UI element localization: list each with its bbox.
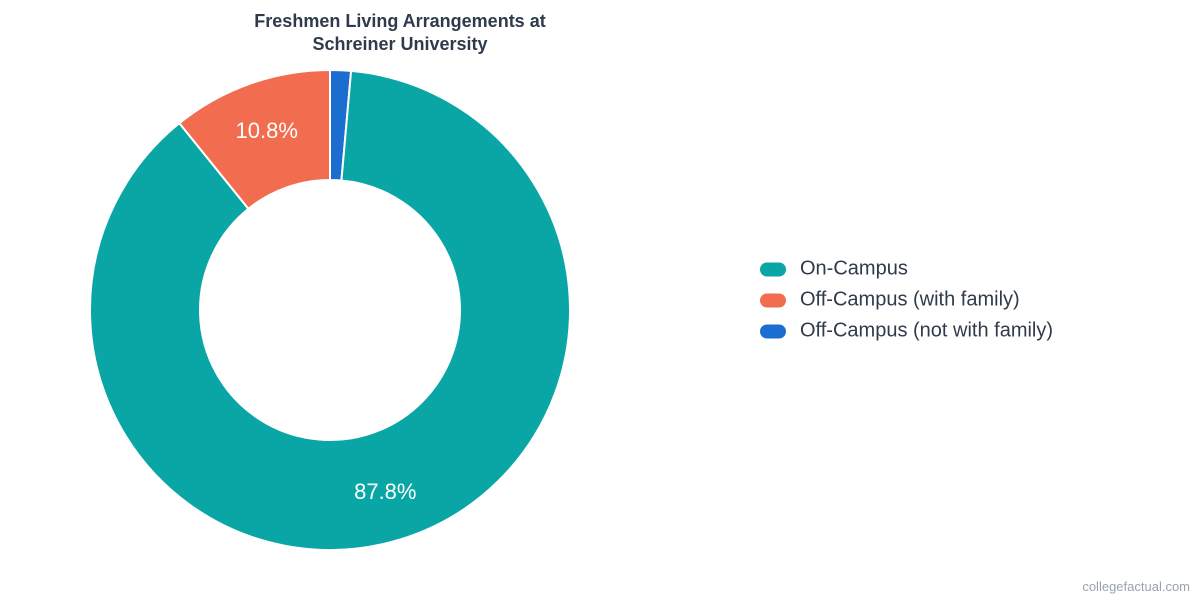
legend-swatch	[760, 324, 786, 338]
chart-legend: On-Campus Off-Campus (with family) Off-Cam…	[760, 250, 1053, 351]
donut-svg	[80, 60, 580, 560]
legend-item: Off-Campus (with family)	[760, 289, 1053, 312]
legend-item: Off-Campus (not with family)	[760, 320, 1053, 343]
legend-swatch	[760, 293, 786, 307]
legend-label: Off-Campus (not with family)	[800, 320, 1053, 343]
donut-chart: 87.8%10.8%	[80, 60, 580, 560]
legend-swatch	[760, 262, 786, 276]
legend-item: On-Campus	[760, 258, 1053, 281]
attribution-text: collegefactual.com	[1082, 579, 1190, 594]
legend-label: Off-Campus (with family)	[800, 289, 1020, 312]
chart-title: Freshmen Living Arrangements at Schreine…	[0, 10, 800, 55]
legend-label: On-Campus	[800, 258, 908, 281]
